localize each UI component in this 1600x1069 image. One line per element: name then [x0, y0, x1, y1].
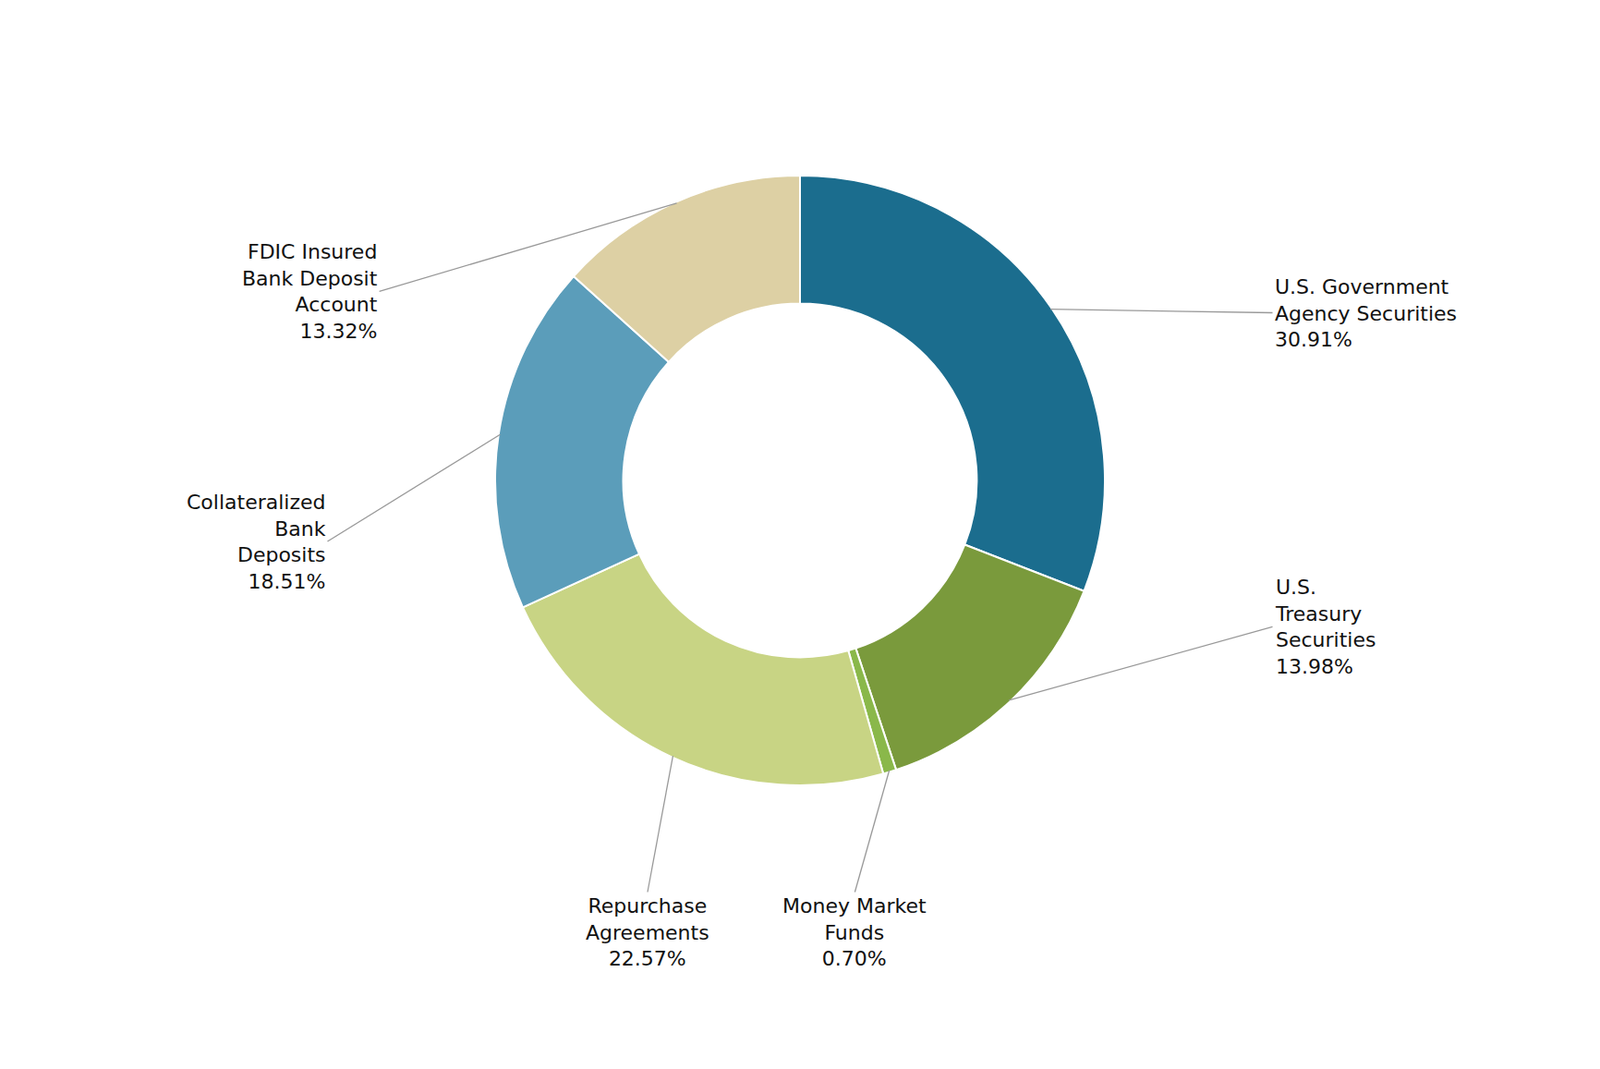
svg-text:U.S.TreasurySecurities13.98%: U.S.TreasurySecurities13.98% [1274, 575, 1376, 679]
svg-text:FDIC InsuredBank DepositAccoun: FDIC InsuredBank DepositAccount13.32% [242, 240, 378, 343]
svg-text:Money MarketFunds0.70%: Money MarketFunds0.70% [782, 894, 927, 970]
svg-text:CollateralizedBankDeposits18.5: CollateralizedBankDeposits18.51% [186, 490, 327, 594]
svg-text:RepurchaseAgreements22.57%: RepurchaseAgreements22.57% [585, 894, 710, 970]
svg-text:U.S. GovernmentAgency Securiti: U.S. GovernmentAgency Securities30.91% [1274, 275, 1457, 352]
